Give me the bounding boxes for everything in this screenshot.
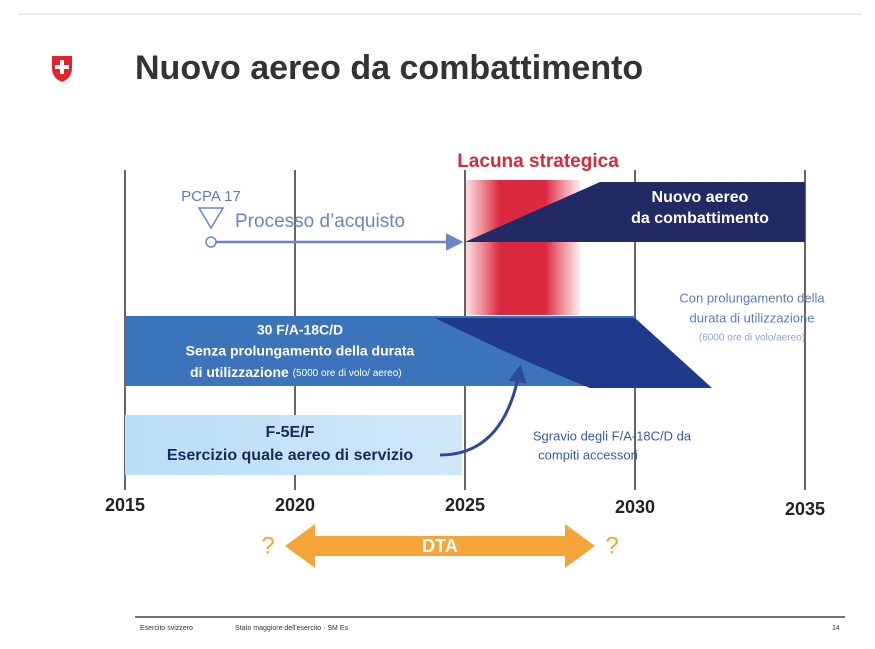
new-aircraft-bar [465,182,805,242]
extension-note: durata di utilizzazione [689,310,814,325]
milestone-dot [205,236,217,248]
dta-arrow [285,524,595,568]
footer-dept: Stato maggiore dell'esercito · SM Es [235,625,348,632]
f5-label: F-5E/F [266,424,315,441]
dta-question: ? [605,532,618,559]
fa18-extension [435,318,712,388]
fa18-label: 30 F/A-18C/D [257,322,343,338]
relief-label: Sgravio degli F/A-18C/D da [533,428,692,443]
new-aircraft-label: da combattimento [631,210,769,227]
dta-question: ? [261,532,274,559]
new-aircraft-label: Nuovo aereo [652,189,749,206]
f5-bar [125,415,462,475]
milestone-marker [197,207,225,230]
extension-note: Con prolungamento della [679,290,825,305]
year-label: 2030 [615,497,655,517]
relief-label: compiti accessori [538,447,638,462]
footer-org: Esercito svizzero [140,625,193,632]
gap-label: Lacuna strategica [457,151,619,172]
year-label: 2025 [445,495,485,515]
swiss-logo [52,56,72,82]
title: Nuovo aereo da combattimento [135,49,643,87]
fa18-label: di utilizzazione (5000 ore di volo/ aere… [190,364,402,380]
fa18-label: Senza prolungamento della durata [186,343,415,359]
procurement-label: Processo d’acquisto [235,211,405,232]
footer-page: 14 [832,625,840,632]
year-label: 2035 [785,499,825,519]
year-labels: 2015 2020 2025 2030 2035 [105,495,825,519]
year-label: 2020 [275,495,315,515]
milestone-label: PCPA 17 [181,188,241,205]
year-label: 2015 [105,495,145,515]
relief-arrow [439,364,527,457]
dta-label: DTA [422,536,458,556]
extension-note: (6000 ore di volo/aereo) [699,333,805,344]
f5-label: Esercizio quale aereo di servizio [167,447,414,464]
